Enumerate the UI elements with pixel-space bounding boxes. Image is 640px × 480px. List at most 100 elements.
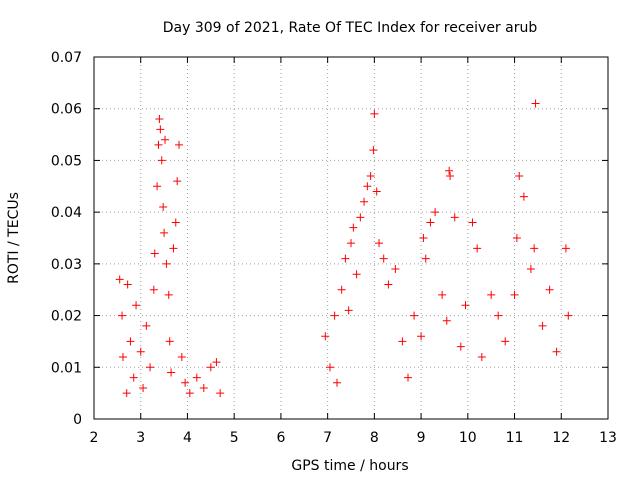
data-point bbox=[153, 182, 162, 191]
data-point bbox=[445, 166, 454, 175]
data-point bbox=[552, 347, 561, 356]
data-point bbox=[426, 218, 435, 227]
data-point bbox=[206, 363, 215, 372]
ticks bbox=[93, 56, 609, 420]
data-point bbox=[344, 306, 353, 315]
x-tick-label: 12 bbox=[552, 430, 570, 446]
data-point bbox=[468, 218, 477, 227]
x-tick-label: 7 bbox=[323, 430, 332, 446]
data-point bbox=[171, 218, 180, 227]
data-point bbox=[512, 234, 521, 242]
data-point bbox=[129, 373, 138, 382]
x-tick-label: 2 bbox=[90, 430, 99, 446]
x-tick-label: 10 bbox=[459, 430, 477, 446]
data-point bbox=[417, 332, 426, 341]
x-tick-label: 3 bbox=[136, 430, 145, 446]
data-point bbox=[561, 244, 570, 253]
data-point bbox=[132, 301, 141, 310]
data-point bbox=[446, 171, 455, 180]
data-point bbox=[410, 311, 419, 320]
y-tick-label: 0.07 bbox=[51, 50, 82, 66]
data-point bbox=[341, 254, 350, 263]
data-point bbox=[216, 389, 225, 398]
data-point bbox=[156, 125, 165, 134]
data-point bbox=[404, 373, 413, 382]
data-point bbox=[321, 332, 330, 341]
plot-frame bbox=[93, 56, 609, 420]
data-point bbox=[169, 244, 178, 253]
data-point bbox=[372, 187, 381, 196]
data-point bbox=[450, 213, 459, 222]
y-tick-label: 0.01 bbox=[51, 360, 82, 376]
data-point bbox=[438, 290, 447, 299]
chart-title: Day 309 of 2021, Rate Of TEC Index for r… bbox=[163, 20, 538, 36]
data-point bbox=[325, 363, 334, 372]
data-point bbox=[142, 321, 151, 330]
data-point bbox=[384, 280, 393, 289]
data-point bbox=[349, 223, 358, 232]
data-point bbox=[530, 244, 539, 253]
data-point bbox=[162, 259, 171, 268]
data-point bbox=[154, 140, 163, 149]
data-point bbox=[146, 363, 155, 372]
data-point bbox=[398, 337, 407, 346]
data-point bbox=[136, 347, 145, 356]
tick-labels: 2 3 4 5 6 7 8 9 10 11 12 13 0 0.01 0.02 0.03 0.04 0.05 0.0… bbox=[51, 50, 617, 446]
y-tick-label: 0 bbox=[73, 412, 82, 428]
data-point bbox=[360, 197, 369, 206]
data-point bbox=[519, 192, 528, 201]
data-point bbox=[161, 135, 170, 144]
data-point bbox=[149, 285, 158, 294]
data-point bbox=[150, 249, 159, 258]
data-point bbox=[177, 352, 186, 361]
data-point bbox=[212, 358, 221, 367]
x-tick-label: 9 bbox=[417, 430, 426, 446]
data-point bbox=[431, 208, 440, 217]
data-point bbox=[126, 337, 135, 346]
data-point bbox=[347, 239, 355, 248]
data-point bbox=[379, 254, 388, 263]
data-point bbox=[159, 202, 168, 211]
data-point bbox=[538, 321, 547, 330]
data-point bbox=[510, 290, 519, 299]
data-point bbox=[473, 244, 482, 253]
data-point bbox=[157, 156, 166, 165]
data-point bbox=[139, 383, 148, 392]
y-tick-label: 0.04 bbox=[51, 205, 82, 221]
data-point bbox=[155, 115, 164, 124]
y-axis-label: ROTI / TECUs bbox=[6, 192, 22, 284]
data-point bbox=[165, 337, 174, 346]
data-point bbox=[160, 228, 169, 237]
y-tick-label: 0.03 bbox=[51, 257, 82, 273]
data-point bbox=[477, 352, 486, 361]
data-point bbox=[115, 275, 124, 284]
data-point bbox=[199, 383, 208, 392]
data-point bbox=[531, 99, 540, 108]
x-tick-label: 13 bbox=[599, 430, 617, 446]
data-point bbox=[118, 352, 127, 361]
data-point bbox=[123, 280, 132, 289]
data-point bbox=[501, 337, 510, 346]
data-point bbox=[118, 311, 127, 320]
x-tick-label: 6 bbox=[276, 430, 285, 446]
data-point bbox=[526, 265, 535, 274]
data-point bbox=[337, 285, 346, 294]
data-point bbox=[564, 311, 573, 320]
data-point bbox=[175, 140, 184, 149]
data-point bbox=[122, 389, 131, 398]
data-point bbox=[366, 171, 375, 180]
data-point bbox=[419, 234, 428, 242]
data-point bbox=[456, 342, 465, 351]
data-point bbox=[173, 177, 182, 186]
data-point bbox=[391, 265, 400, 274]
data-point bbox=[487, 290, 496, 299]
x-tick-label: 8 bbox=[370, 430, 379, 446]
x-tick-label: 4 bbox=[183, 430, 192, 446]
x-axis-label: GPS time / hours bbox=[291, 458, 408, 474]
data-point bbox=[369, 146, 378, 155]
data-point bbox=[421, 254, 430, 263]
data-point bbox=[356, 213, 365, 222]
data-point bbox=[442, 316, 451, 325]
